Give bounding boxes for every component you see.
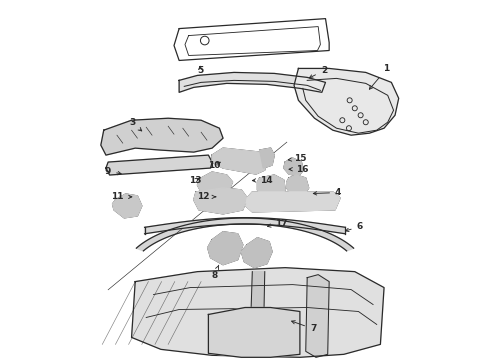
Polygon shape [131, 268, 384, 357]
Text: 2: 2 [309, 66, 327, 78]
Polygon shape [101, 118, 223, 155]
Text: 9: 9 [105, 167, 121, 176]
Text: 14: 14 [252, 176, 273, 185]
Polygon shape [257, 175, 285, 198]
Polygon shape [212, 148, 267, 174]
Text: 3: 3 [129, 118, 142, 131]
Polygon shape [287, 175, 309, 196]
Polygon shape [306, 275, 329, 357]
Text: 12: 12 [197, 192, 216, 201]
Text: 7: 7 [292, 321, 317, 333]
Text: 8: 8 [211, 265, 219, 279]
Text: 4: 4 [313, 188, 342, 197]
Polygon shape [179, 72, 325, 92]
Polygon shape [284, 158, 303, 176]
Text: 10: 10 [208, 161, 220, 170]
Polygon shape [245, 192, 340, 212]
Polygon shape [136, 218, 354, 251]
Polygon shape [250, 272, 265, 345]
Text: 1: 1 [369, 64, 390, 89]
Text: 16: 16 [289, 165, 309, 174]
Polygon shape [208, 232, 243, 265]
Polygon shape [106, 155, 212, 175]
Text: 15: 15 [288, 154, 307, 163]
Text: 13: 13 [189, 176, 201, 185]
Polygon shape [242, 238, 272, 268]
Polygon shape [197, 172, 233, 196]
Text: 5: 5 [197, 66, 203, 75]
Polygon shape [113, 194, 142, 218]
Text: 11: 11 [111, 192, 132, 201]
Text: 6: 6 [345, 222, 363, 231]
Polygon shape [260, 148, 274, 168]
Polygon shape [145, 218, 345, 234]
Polygon shape [208, 307, 300, 357]
Polygon shape [294, 68, 399, 135]
Text: 17: 17 [268, 219, 287, 228]
Polygon shape [194, 188, 247, 214]
